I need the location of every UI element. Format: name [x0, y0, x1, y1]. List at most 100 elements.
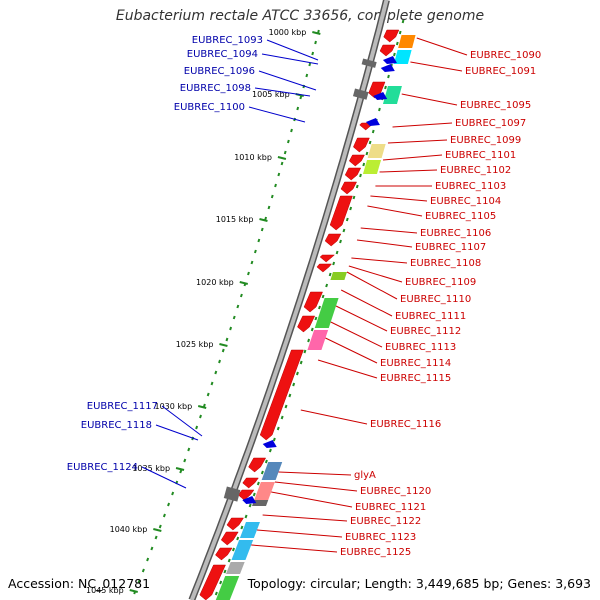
inner-tick-mark — [141, 568, 145, 573]
forward-gene-arrow — [259, 349, 304, 441]
reverse-label-leader — [254, 87, 311, 97]
kbp-label: 1030 kbp — [154, 402, 192, 411]
inner-tick-mark — [296, 106, 300, 111]
outer-tick-mark — [349, 206, 353, 211]
outer-tick-mark — [280, 415, 284, 420]
inner-tick-mark — [239, 293, 243, 298]
forward-gene-label: EUBREC_1111 — [395, 311, 466, 322]
forward-gene-label: EUBREC_1122 — [350, 516, 421, 527]
outer-tick-mark — [214, 591, 218, 596]
kbp-label: 1045 kbp — [86, 586, 124, 595]
forward-label-leader — [401, 93, 458, 106]
forward-label-leader — [330, 321, 383, 348]
forward-label-leader — [348, 265, 403, 283]
reverse-gene-label: EUBREC_1124 — [67, 462, 138, 473]
forward-label-leader — [367, 205, 423, 217]
backbone-inner — [189, 0, 389, 600]
feature-box — [367, 144, 386, 158]
outer-tick-mark — [231, 547, 236, 552]
outer-tick-mark — [384, 85, 387, 90]
inner-tick-mark — [179, 469, 183, 474]
outer-tick-mark — [328, 272, 332, 277]
forward-label-leader — [383, 154, 443, 161]
outer-tick-mark — [332, 261, 336, 266]
inner-tick-mark — [158, 524, 162, 529]
inner-tick-mark — [287, 139, 290, 144]
kbp-label: 1040 kbp — [110, 525, 148, 534]
reverse-gene-label: EUBREC_1096 — [184, 66, 255, 77]
grey-feature-box — [352, 88, 369, 100]
inner-tick-mark — [195, 425, 199, 430]
inner-tick-mark — [232, 315, 236, 320]
inner-tick-mark — [260, 227, 264, 232]
forward-gene-label: EUBREC_1109 — [405, 277, 476, 288]
forward-gene-arrow — [344, 167, 362, 181]
inner-tick-mark — [299, 95, 303, 100]
inner-tick-mark — [290, 128, 293, 133]
forward-gene-arrow — [226, 517, 244, 531]
kbp-tick — [259, 218, 268, 222]
feature-box — [393, 50, 412, 64]
reverse-label-leader — [161, 405, 203, 437]
kbp-label: 1025 kbp — [176, 340, 214, 349]
inner-tick-mark — [280, 161, 284, 166]
kbp-label: 1005 kbp — [252, 90, 290, 99]
forward-gene-arrow — [329, 195, 353, 231]
forward-gene-label: EUBREC_1104 — [430, 196, 501, 207]
forward-label-leader — [274, 481, 358, 492]
inner-tick-mark — [253, 249, 257, 254]
inner-tick-mark — [171, 491, 175, 496]
forward-gene-arrow — [316, 263, 333, 273]
reverse-gene-label: EUBREC_1117 — [87, 401, 158, 412]
forward-label-leader — [360, 227, 418, 234]
forward-gene-arrow — [242, 477, 259, 489]
feature-box — [362, 160, 382, 174]
forward-gene-arrow — [199, 564, 226, 600]
inner-tick-mark — [308, 62, 312, 67]
outer-tick-mark — [299, 360, 303, 365]
forward-gene-label: EUBREC_1102 — [440, 165, 511, 176]
kbp-label: 1000 kbp — [269, 28, 307, 37]
forward-label-leader — [251, 544, 338, 553]
inner-tick-mark — [206, 392, 210, 397]
forward-label-leader — [325, 337, 378, 364]
kbp-tick — [239, 281, 249, 285]
outer-tick-mark — [295, 371, 299, 376]
forward-gene-label: EUBREC_1106 — [420, 228, 491, 239]
outer-tick-mark — [307, 338, 311, 343]
forward-gene-label: EUBREC_1120 — [360, 486, 431, 497]
inner-tick-mark — [270, 194, 274, 199]
feature-box — [314, 298, 339, 328]
outer-tick-mark — [398, 30, 402, 35]
forward-label-leader — [317, 359, 378, 379]
outer-tick-mark — [272, 437, 276, 442]
outer-tick-mark — [371, 129, 375, 134]
outer-tick-mark — [260, 470, 264, 475]
kbp-tick — [153, 528, 162, 532]
kbp-tick — [175, 467, 185, 471]
inner-tick-mark — [247, 271, 250, 276]
outer-tick-mark — [276, 426, 280, 431]
feature-box — [254, 482, 275, 500]
reverse-gene-arrow — [365, 118, 380, 126]
outer-tick-mark — [378, 107, 381, 112]
outer-tick-mark — [310, 327, 314, 332]
forward-gene-arrow — [297, 315, 316, 333]
feature-box — [215, 576, 240, 600]
inner-tick-mark — [314, 40, 317, 45]
forward-label-leader — [346, 271, 398, 300]
reverse-gene-label: EUBREC_1100 — [174, 102, 245, 113]
outer-tick-mark — [292, 382, 296, 387]
feature-box — [231, 540, 254, 560]
forward-gene-label: EUBREC_1116 — [370, 419, 441, 430]
outer-tick-mark — [314, 316, 318, 321]
outer-tick-mark — [268, 448, 272, 453]
inner-tick-mark — [210, 381, 214, 386]
outer-tick-mark — [362, 162, 366, 167]
topology-text: Topology: circular; Length: 3,449,685 bp… — [247, 576, 591, 591]
inner-tick-mark — [150, 546, 154, 551]
forward-gene-label: EUBREC_1113 — [385, 342, 456, 353]
outer-tick-mark — [387, 74, 390, 79]
forward-label-leader — [387, 139, 448, 144]
kbp-tick — [219, 343, 228, 347]
